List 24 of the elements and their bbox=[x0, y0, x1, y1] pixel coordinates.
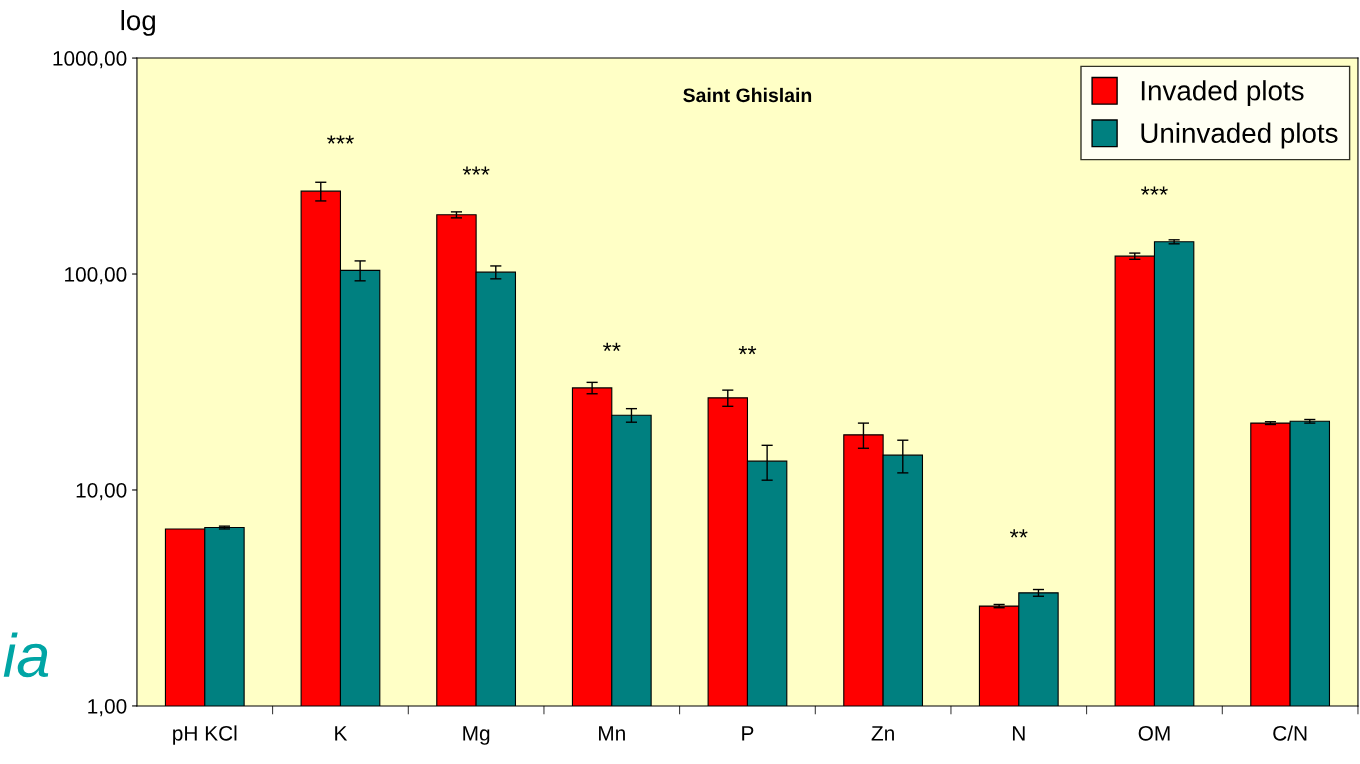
legend-label: Invaded plots bbox=[1141, 80, 1304, 107]
x-tick-label: Mn bbox=[599, 726, 625, 741]
x-tick-label: Zn bbox=[871, 726, 894, 741]
x-tick-label: Mg bbox=[463, 726, 490, 745]
y-tick-label: 10,00 bbox=[76, 482, 127, 501]
annotation: *** bbox=[462, 166, 490, 175]
annotation: ** bbox=[1009, 529, 1028, 538]
x-tick-label: K bbox=[335, 726, 348, 741]
text: Saint Ghislain bbox=[683, 87, 812, 103]
x-tick-label: C/N bbox=[1273, 725, 1307, 741]
y-tick-label: 1,00 bbox=[88, 698, 127, 717]
annotation: *** bbox=[1141, 186, 1168, 195]
x-tick-label: N bbox=[1012, 726, 1025, 741]
x-tick-label: P bbox=[742, 726, 754, 741]
annotation: *** bbox=[327, 135, 354, 144]
y-axis-title: log bbox=[121, 9, 155, 36]
x-tick-label: OM bbox=[1138, 725, 1170, 741]
x-tick-label: pH KCl bbox=[173, 725, 237, 745]
legend-label: Uninvaded plots bbox=[1141, 122, 1338, 149]
text: ia bbox=[3, 632, 49, 678]
y-tick-label: 100,00 bbox=[65, 267, 127, 285]
annotation: ** bbox=[602, 342, 621, 351]
annotation: ** bbox=[738, 345, 757, 355]
y-tick-label: 1000,00 bbox=[53, 51, 127, 69]
